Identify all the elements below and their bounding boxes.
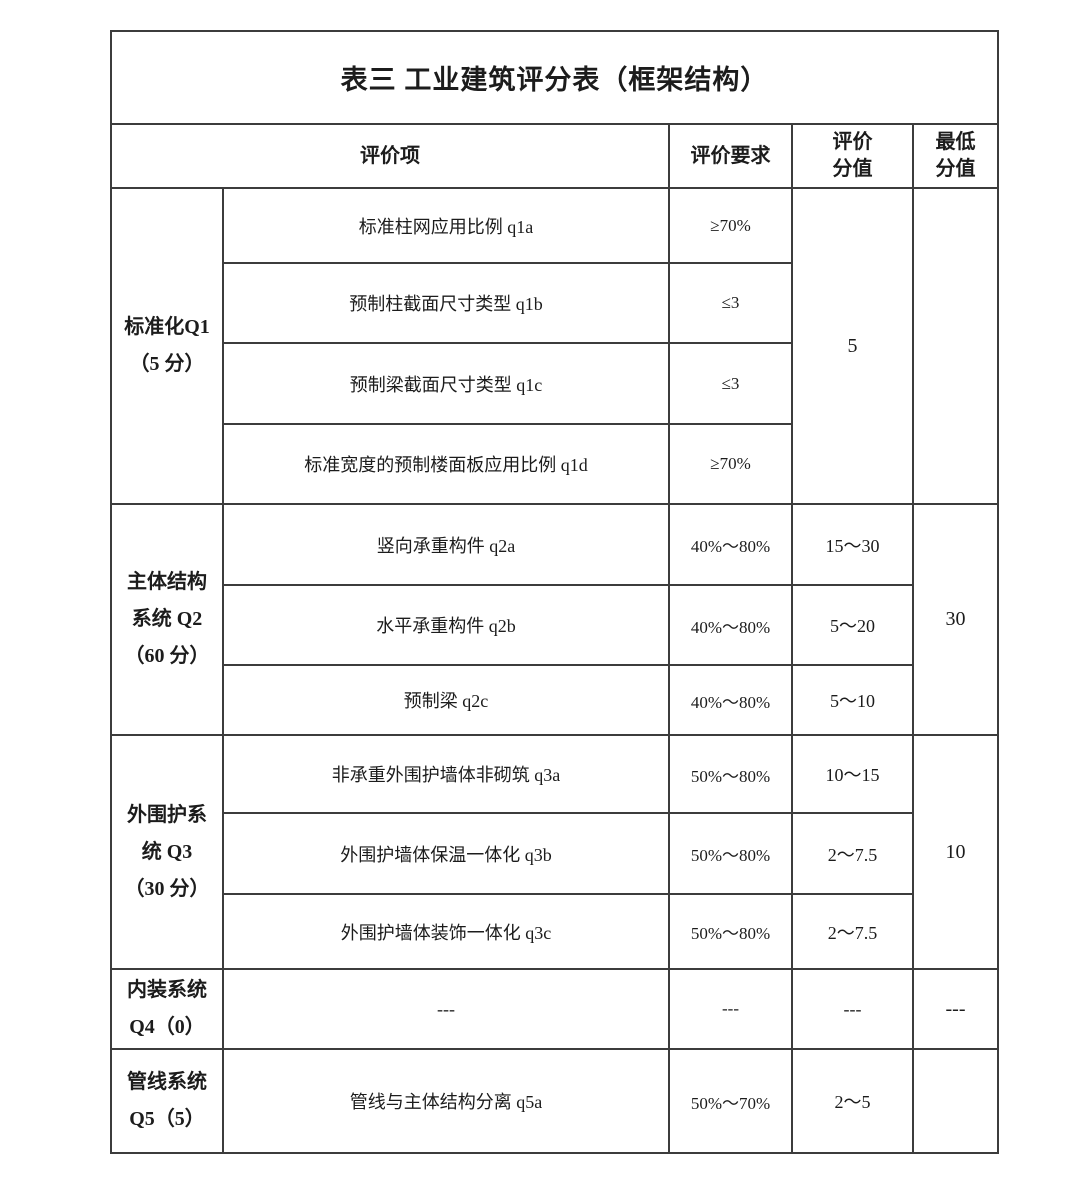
score-q3b: 2～7.5 (791, 812, 914, 895)
item-q2a: 竖向承重构件 q2a (222, 503, 670, 586)
item-q2b: 水平承重构件 q2b (222, 584, 670, 666)
group-label-q3: 外围护系 统 Q3 （30 分） (110, 734, 224, 970)
req-q1a: ≥70% (668, 187, 793, 264)
item-q3a: 非承重外围护墙体非砌筑 q3a (222, 734, 670, 814)
req-q1c: ≤3 (668, 342, 793, 425)
score-q2a: 15～30 (791, 503, 914, 586)
item-q1b: 预制柱截面尺寸类型 q1b (222, 262, 670, 344)
req-q1d: ≥70% (668, 423, 793, 505)
industrial-building-score-table: 表三 工业建筑评分表（框架结构） 评价项 评价要求 评价 分值 最低 分值 标准… (109, 30, 1000, 1154)
min-score-q3: 10 (911, 734, 1000, 970)
item-q4: --- (222, 968, 670, 1050)
item-q3c: 外围护墙体装饰一体化 q3c (222, 893, 670, 970)
group-label-q4: 内装系统 Q4（0） (110, 968, 224, 1050)
score-q3a: 10～15 (791, 734, 914, 814)
table-title: 表三 工业建筑评分表（框架结构） (109, 30, 1000, 125)
group-label-q5: 管线系统 Q5（5） (110, 1048, 224, 1154)
req-q2c: 40%～80% (668, 664, 793, 736)
item-q5a: 管线与主体结构分离 q5a (222, 1048, 670, 1154)
score-q2b: 5～20 (791, 584, 914, 666)
req-q3a: 50%～80% (668, 734, 793, 814)
req-q2a: 40%～80% (668, 503, 793, 586)
req-q2b: 40%～80% (668, 584, 793, 666)
score-q1: 5 (791, 187, 914, 505)
req-q3b: 50%～80% (668, 812, 793, 895)
item-q2c: 预制梁 q2c (222, 664, 670, 736)
min-score-q2: 30 (911, 503, 1000, 736)
score-q4: --- (791, 968, 914, 1050)
req-q1b: ≤3 (668, 262, 793, 344)
item-q1d: 标准宽度的预制楼面板应用比例 q1d (222, 423, 670, 505)
header-evaluation-score: 评价 分值 (791, 123, 914, 189)
group-label-q2: 主体结构 系统 Q2 （60 分） (110, 503, 224, 736)
score-q5a: 2～5 (791, 1048, 914, 1154)
score-q3c: 2～7.5 (791, 893, 914, 970)
item-q1c: 预制梁截面尺寸类型 q1c (222, 342, 670, 425)
min-score-q4: --- (911, 968, 1000, 1050)
group-label-q1: 标准化Q1 （5 分） (110, 187, 224, 505)
min-score-q5 (911, 1048, 1000, 1154)
score-q2c: 5～10 (791, 664, 914, 736)
item-q3b: 外围护墙体保温一体化 q3b (222, 812, 670, 895)
req-q4: --- (668, 968, 793, 1050)
req-q5a: 50%～70% (668, 1048, 793, 1154)
header-evaluation-item: 评价项 (110, 123, 670, 189)
item-q1a: 标准柱网应用比例 q1a (222, 187, 670, 264)
min-score-q1 (911, 187, 1000, 505)
header-minimum-score: 最低 分值 (911, 123, 1000, 189)
header-evaluation-requirement: 评价要求 (668, 123, 793, 189)
req-q3c: 50%～80% (668, 893, 793, 970)
